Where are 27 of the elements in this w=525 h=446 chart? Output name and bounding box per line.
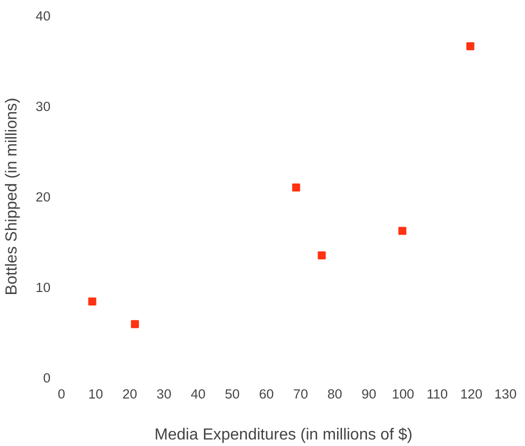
x-tick-label: 110 <box>426 386 448 402</box>
y-axis-title: Bottles Shipped (in millions) <box>4 98 21 296</box>
y-tick-label: 30 <box>36 99 51 114</box>
x-tick-label: 40 <box>190 386 206 402</box>
x-axis-title: Media Expenditures (in millions of $) <box>154 426 412 444</box>
point <box>292 183 300 192</box>
x-tick-label: 70 <box>293 386 308 402</box>
x-tick-label: 80 <box>327 386 342 402</box>
point <box>398 226 406 235</box>
x-tick-label: 0 <box>58 386 66 402</box>
x-tick-label: 90 <box>361 386 376 402</box>
x-tick-label: 50 <box>224 386 240 402</box>
y-tick-label: 0 <box>43 370 51 386</box>
point <box>318 251 326 260</box>
x-tick-label: 100 <box>392 386 414 402</box>
point <box>466 42 474 50</box>
y-tick-label: 40 <box>36 8 51 24</box>
x-tick-label: 60 <box>259 386 274 402</box>
y-tick-label: 20 <box>36 190 51 204</box>
point <box>130 320 139 328</box>
x-tick-label: 30 <box>156 386 172 402</box>
x-tick-label: 10 <box>88 386 104 402</box>
point <box>88 297 96 306</box>
y-tick-label: 10 <box>36 280 51 295</box>
x-tick-label: 20 <box>122 386 138 402</box>
x-tick-label: 130 <box>494 386 517 402</box>
x-tick-label: 120 <box>460 386 482 402</box>
